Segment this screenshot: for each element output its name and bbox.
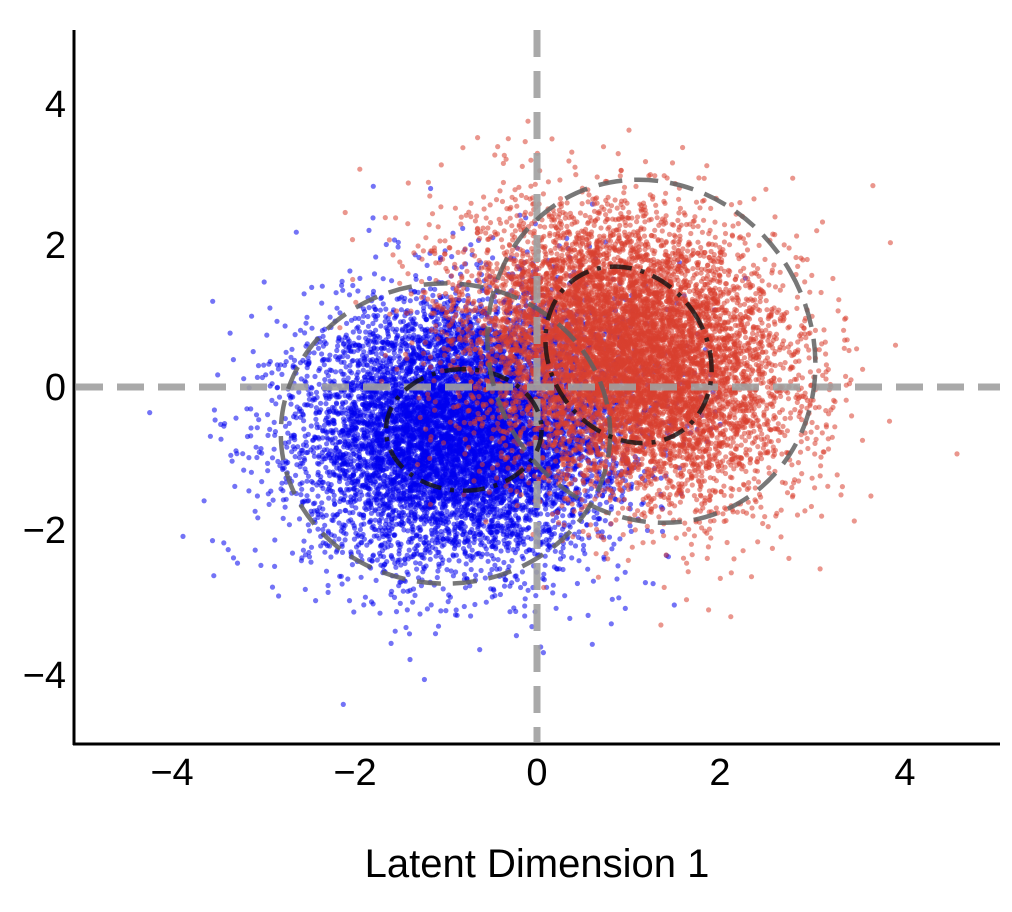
x-tick-label: 4 [894,752,915,794]
x-axis-title: Latent Dimension 1 [365,842,710,886]
y-tick-labels: −4 −2 0 2 4 [23,84,66,697]
blue-outer-ellipse [278,281,613,586]
blue-inner-ellipse [383,366,544,493]
x-tick-label: 0 [526,752,547,794]
confidence-ellipses [278,177,818,586]
y-tick-label: 0 [45,367,66,409]
red-inner-ellipse [543,264,714,446]
x-tick-label: −2 [333,752,376,794]
y-tick-label: 4 [45,84,66,126]
x-tick-label: 2 [709,752,730,794]
x-tick-labels: −4 −2 0 2 4 [150,752,915,794]
y-tick-label: −2 [23,510,66,552]
red-outer-ellipse [485,177,818,526]
y-tick-label: 2 [45,225,66,267]
scatter-points [147,118,960,708]
x-tick-label: −4 [150,752,193,794]
reference-lines [76,30,1000,742]
cluster-red-points [337,118,960,628]
y-tick-label: −4 [23,655,66,697]
